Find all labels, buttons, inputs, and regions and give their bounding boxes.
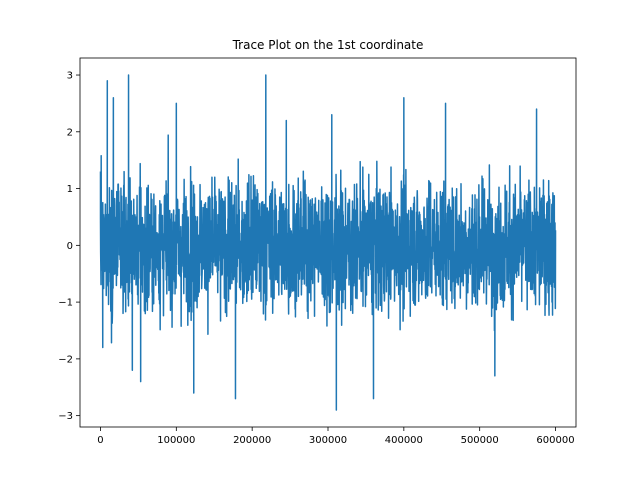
y-tick-label: −2 xyxy=(58,354,73,365)
y-axis: −3 −2 −1 0 1 2 3 xyxy=(58,71,80,422)
x-tick-label: 600000 xyxy=(536,435,574,446)
x-tick-label: 300000 xyxy=(309,435,347,446)
y-tick-label: 0 xyxy=(67,241,73,252)
y-tick-label: 1 xyxy=(67,184,73,195)
series-layer xyxy=(99,74,557,411)
x-axis: 0 100000 200000 300000 400000 500000 600000 xyxy=(97,427,575,446)
x-tick-label: 0 xyxy=(97,435,103,446)
y-tick-label: −3 xyxy=(58,411,73,422)
trace-series-line xyxy=(99,74,557,411)
x-tick-label: 200000 xyxy=(233,435,271,446)
y-tick-label: 3 xyxy=(67,71,73,82)
y-tick-label: −1 xyxy=(58,298,73,309)
x-tick-label: 500000 xyxy=(461,435,499,446)
x-tick-label: 100000 xyxy=(157,435,195,446)
chart-title: Trace Plot on the 1st coordinate xyxy=(232,38,424,52)
x-tick-label: 400000 xyxy=(385,435,423,446)
y-tick-label: 2 xyxy=(67,127,73,138)
